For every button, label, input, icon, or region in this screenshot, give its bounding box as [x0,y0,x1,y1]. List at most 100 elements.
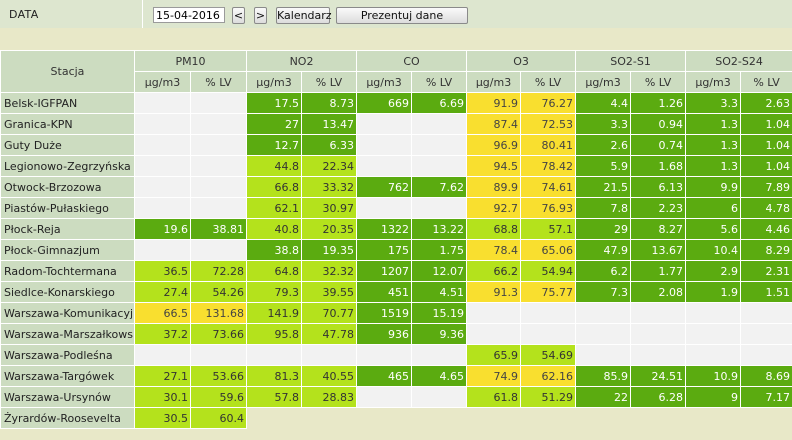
value-cell-o3-ugm3: 91.9 [466,92,522,114]
date-label: DATA [0,0,143,28]
station-name: Płock-Gimnazjum [0,239,135,261]
value-cell-co-lv: 13.22 [411,218,468,240]
value-cell-co-lv [411,155,468,177]
value-cell-co-ugm3: 1519 [356,302,413,324]
value-cell-pm10-ugm3 [134,92,191,114]
value-cell-so2-s24-lv: 2.63 [740,92,792,114]
value-cell-pm10-lv [190,197,247,219]
value-cell-o3-lv [520,302,577,324]
table-row: Otwock-Brzozowa 66.8 33.32 762 7.62 89.9 74.61… [0,176,792,198]
value-cell-so2-s1-ugm3: 7.3 [575,281,632,303]
value-cell-no2-lv: 19.35 [300,239,358,261]
value-cell-no2-lv: 30.97 [300,197,358,219]
present-data-button[interactable]: Prezentuj dane [336,7,468,24]
value-cell-o3-lv [520,323,577,345]
value-cell-co-lv: 15.19 [411,302,468,324]
table-row: Płock-Gimnazjum 38.8 19.35 175 1.75 78.4 65.06… [0,239,792,261]
unit-header-no2-ugm3: µg/m3 [246,71,302,93]
value-cell-so2-s1-lv [630,323,687,345]
value-cell-co-ugm3: 1322 [356,218,413,240]
station-name: Radom-Tochtermana [0,260,135,282]
date-input[interactable] [153,7,225,23]
value-cell-co-ugm3: 669 [356,92,413,114]
empty-filler [247,408,792,429]
group-header-no2: NO2 [245,50,358,72]
value-cell-co-ugm3 [356,113,413,135]
value-cell-pm10-lv: 59.6 [190,386,247,408]
value-cell-pm10-ugm3 [134,134,191,156]
value-cell-so2-s24-ugm3: 2.9 [685,260,742,282]
value-cell-no2-lv: 39.55 [300,281,358,303]
value-cell-pm10-lv [190,176,247,198]
group-header-row: Stacja PM10 NO2 CO O3 SO2-S1 SO2-S24 [0,50,792,93]
next-day-button[interactable]: > [254,7,267,24]
value-cell-so2-s24-lv: 8.29 [740,239,792,261]
value-cell-so2-s24-ugm3: 3.3 [685,92,742,114]
group-header-so2-s24: SO2-S24 [685,50,792,72]
value-cell-no2-ugm3: 27 [246,113,302,135]
calendar-button[interactable]: Kalendarz [276,7,332,24]
value-cell-so2-s1-ugm3 [575,302,632,324]
separator-band [0,28,792,50]
value-cell-pm10-lv: 72.28 [190,260,247,282]
value-cell-so2-s24-lv: 4.78 [740,197,792,219]
value-cell-o3-lv: 78.42 [520,155,577,177]
value-cell-no2-lv: 20.35 [300,218,358,240]
station-header: Stacja [0,50,135,93]
table-row: Legionowo-Zegrzyńska 44.8 22.34 94.5 78.42 5.… [0,155,792,177]
table-row: Płock-Reja 19.6 38.81 40.8 20.35 1322 13.22 68.… [0,218,792,240]
value-cell-o3-ugm3: 68.8 [466,218,522,240]
value-cell-pm10-ugm3 [134,176,191,198]
prev-day-button[interactable]: < [232,7,245,24]
value-cell-no2-lv [300,344,358,366]
unit-header-o3-ugm3: µg/m3 [466,71,522,93]
value-cell-co-lv [411,197,468,219]
value-cell-no2-ugm3: 40.8 [246,218,302,240]
value-cell-so2-s24-ugm3: 10.4 [685,239,742,261]
value-cell-so2-s24-ugm3: 5.6 [685,218,742,240]
value-cell-pm10-lv [190,344,247,366]
value-cell-co-ugm3 [356,386,413,408]
value-cell-no2-ugm3: 64.8 [246,260,302,282]
value-cell-so2-s24-ugm3: 6 [685,197,742,219]
value-cell-no2-ugm3: 57.8 [246,386,302,408]
value-cell-no2-ugm3: 141.9 [246,302,302,324]
value-cell-o3-ugm3: 78.4 [466,239,522,261]
value-cell-co-lv [411,113,468,135]
value-cell-o3-lv: 54.69 [520,344,577,366]
unit-header-co-lv: % LV [411,71,468,93]
value-cell-so2-s1-lv [630,344,687,366]
table-row: Żyrardów-Roosevelta 30.5 60.4 [0,407,792,429]
value-cell-so2-s24-lv: 1.04 [740,134,792,156]
value-cell-so2-s1-ugm3: 47.9 [575,239,632,261]
value-cell-pm10-ugm3 [134,155,191,177]
value-cell-no2-lv: 40.55 [300,365,358,387]
value-cell-co-ugm3: 762 [356,176,413,198]
unit-header-pm10-lv: % LV [190,71,247,93]
value-cell-pm10-ugm3 [134,344,191,366]
value-cell-so2-s1-lv: 6.28 [630,386,687,408]
value-cell-pm10-lv: 60.4 [190,407,247,429]
value-cell-co-lv: 12.07 [411,260,468,282]
value-cell-so2-s1-lv: 13.67 [630,239,687,261]
value-cell-so2-s24-lv: 7.17 [740,386,792,408]
value-cell-so2-s1-lv: 24.51 [630,365,687,387]
station-name: Belsk-IGFPAN [0,92,135,114]
station-name: Siedlce-Konarskiego [0,281,135,303]
value-cell-so2-s1-lv: 0.94 [630,113,687,135]
value-cell-no2-ugm3: 12.7 [246,134,302,156]
value-cell-o3-ugm3: 74.9 [466,365,522,387]
value-cell-so2-s24-lv: 1.04 [740,113,792,135]
value-cell-o3-ugm3: 65.9 [466,344,522,366]
value-cell-no2-ugm3: 79.3 [246,281,302,303]
unit-header-co-ugm3: µg/m3 [356,71,413,93]
value-cell-co-lv: 7.62 [411,176,468,198]
value-cell-pm10-ugm3 [134,239,191,261]
value-cell-pm10-ugm3: 27.1 [134,365,191,387]
station-name: Warszawa-Marszałkowska [0,323,135,345]
value-cell-pm10-ugm3 [134,113,191,135]
value-cell-so2-s1-lv: 0.74 [630,134,687,156]
value-cell-o3-lv: 75.77 [520,281,577,303]
value-cell-o3-ugm3: 94.5 [466,155,522,177]
value-cell-so2-s24-lv: 4.46 [740,218,792,240]
